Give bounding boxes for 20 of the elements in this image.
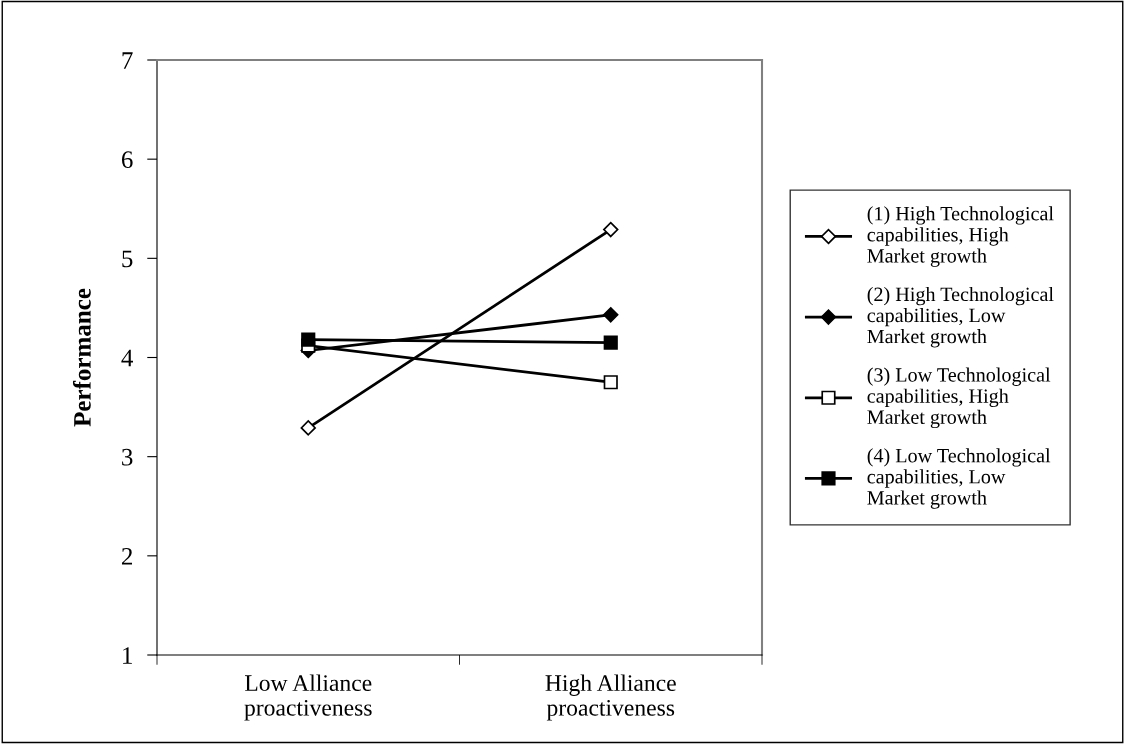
y-tick-label: 6 [121,151,133,169]
y-tick-label: 7 [122,52,133,69]
y-tick-label: 3 [122,448,133,466]
x-tick-label: Low Alliance proactiveness [244,674,372,721]
y-axis-title: Performance [72,288,91,427]
legend-label: (3) Low Technological capabilities, High Market growth [867,367,1051,429]
y-tick-label: 2 [121,547,133,565]
point [603,375,618,390]
point [603,221,619,238]
y-tick-label: 4 [121,349,133,367]
y-tick-label: 1 [123,647,132,664]
point [603,335,618,350]
legend-label: (4) Low Technological capabilities, Low Market growth [867,448,1051,509]
point [301,332,316,347]
legend-label: (1) High Technological capabilities, High Market growth [867,206,1054,267]
point [603,307,619,323]
y-tick-label: 5 [122,250,133,268]
x-tick-label: High Alliance proactiveness [545,674,676,721]
point [300,420,316,436]
legend-label: (2) High Technological capabilities, Low Market growth [867,286,1054,348]
